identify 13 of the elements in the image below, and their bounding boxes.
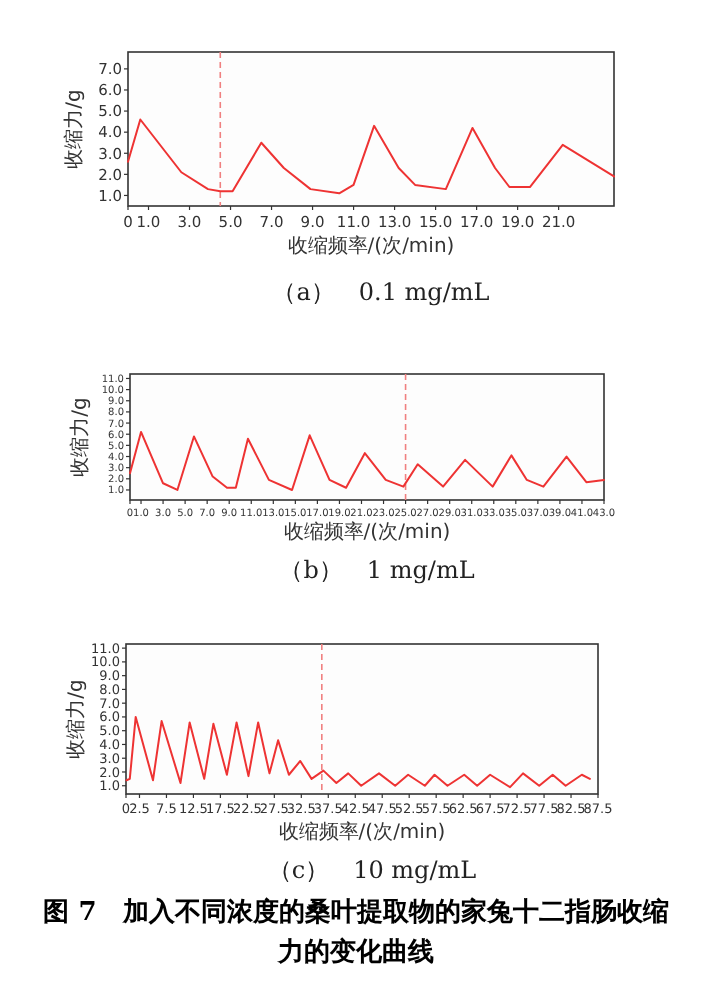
- line-series: [125, 715, 591, 789]
- x-axis-title: 收缩频率/(次/min): [278, 820, 446, 844]
- text: （b） 1 mg/mL: [279, 556, 475, 584]
- y-axis-title: 收缩力/g: [68, 397, 92, 477]
- y-axis-title: 收缩力/g: [64, 679, 88, 759]
- line-series: [129, 430, 605, 491]
- y-axis-title: 收缩力/g: [62, 89, 86, 169]
- caption: 图 7 加入不同浓度的桑叶提取物的家兔十二指肠收缩力的变化曲线: [41, 895, 671, 972]
- x-axis-title: 收缩频率/(次/min): [287, 234, 455, 258]
- text: （c） 10 mg/mL: [267, 856, 477, 884]
- text: （a） 0.1 mg/mL: [272, 278, 490, 306]
- x-axis-title: 收缩频率/(次/min): [283, 520, 451, 544]
- line-series: [127, 118, 615, 195]
